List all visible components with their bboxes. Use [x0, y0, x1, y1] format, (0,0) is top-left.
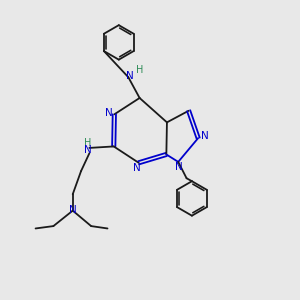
Text: N: N	[133, 163, 141, 173]
Text: N: N	[69, 205, 76, 215]
Text: N: N	[105, 108, 113, 118]
Text: H: H	[85, 138, 92, 148]
Text: H: H	[136, 65, 143, 75]
Text: N: N	[84, 145, 92, 155]
Text: N: N	[201, 131, 208, 141]
Text: N: N	[126, 71, 134, 81]
Text: N: N	[175, 162, 183, 172]
